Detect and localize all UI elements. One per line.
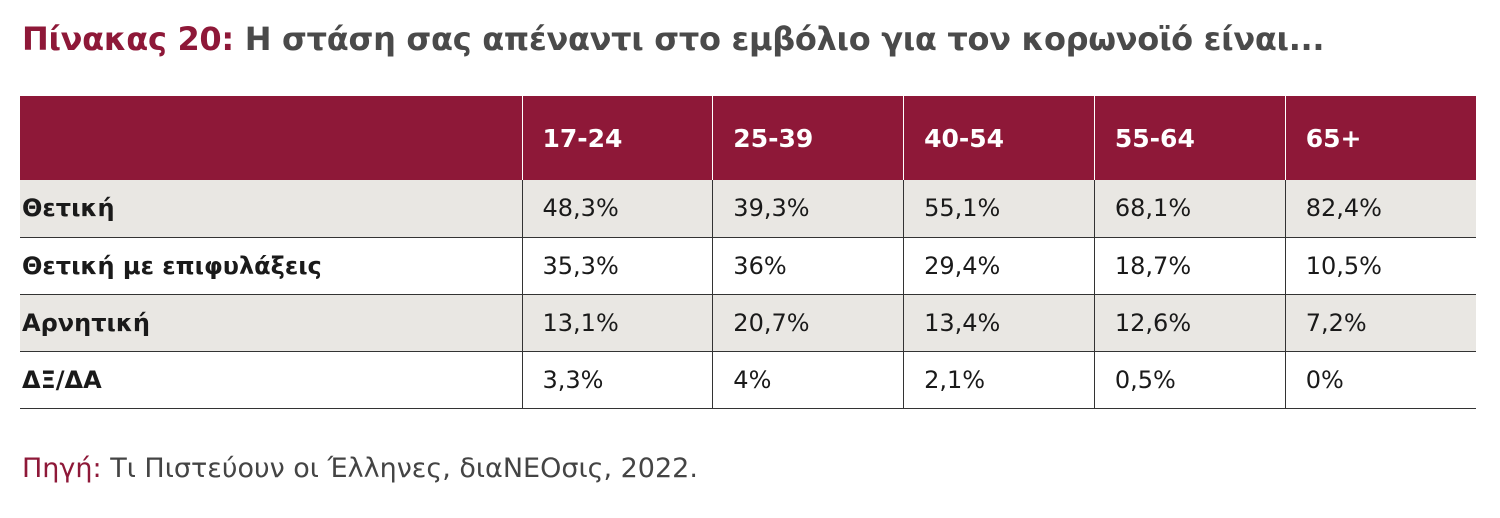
table-row: Θετική με επιφυλάξεις 35,3% 36% 29,4% 18… [20, 237, 1476, 295]
table-cell: 48,3% [521, 180, 713, 238]
header-cell-label [20, 96, 522, 180]
table-cell: 13,1% [521, 294, 713, 352]
table-question: Η στάση σας απέναντι στο εμβόλιο για τον… [244, 20, 1325, 58]
table-number: Πίνακας 20: [22, 20, 234, 58]
table-cell: 36% [712, 237, 904, 295]
table-cell: 35,3% [521, 237, 713, 295]
table-cell: 0% [1284, 351, 1476, 409]
table-cell: 12,6% [1093, 294, 1286, 352]
header-cell-17-24: 17-24 [521, 96, 713, 180]
table-cell: 7,2% [1284, 294, 1476, 352]
header-cell-65-plus: 65+ [1284, 96, 1476, 180]
header-cell-55-64: 55-64 [1093, 96, 1286, 180]
table-cell: 0,5% [1093, 351, 1286, 409]
table-title: Πίνακας 20: Η στάση σας απέναντι στο εμβ… [22, 20, 1325, 58]
table-cell: 2,1% [903, 351, 1095, 409]
table-cell: 4% [712, 351, 904, 409]
row-label: Αρνητική [20, 294, 522, 352]
table-cell: 3,3% [521, 351, 713, 409]
table-cell: 18,7% [1093, 237, 1286, 295]
table-cell: 10,5% [1284, 237, 1476, 295]
header-cell-25-39: 25-39 [712, 96, 904, 180]
table-body: Θετική 48,3% 39,3% 55,1% 68,1% 82,4% Θετ… [20, 180, 1476, 409]
table-row: Αρνητική 13,1% 20,7% 13,4% 12,6% 7,2% [20, 294, 1476, 352]
source-text: Τι Πιστεύουν οι Έλληνες, διαΝΕΟσις, 2022… [110, 453, 698, 484]
row-label: Θετική [20, 180, 522, 238]
table-header: 17-24 25-39 40-54 55-64 65+ [20, 96, 1476, 180]
results-table: 17-24 25-39 40-54 55-64 65+ Θετική 48,3%… [20, 96, 1476, 409]
table-row: Θετική 48,3% 39,3% 55,1% 68,1% 82,4% [20, 180, 1476, 238]
source-label: Πηγή: [22, 453, 102, 484]
table-cell: 55,1% [903, 180, 1095, 238]
table-cell: 20,7% [712, 294, 904, 352]
row-label: Θετική με επιφυλάξεις [20, 237, 522, 295]
table-cell: 82,4% [1284, 180, 1476, 238]
table-row: ΔΞ/ΔΑ 3,3% 4% 2,1% 0,5% 0% [20, 351, 1476, 409]
source-note: Πηγή: Τι Πιστεύουν οι Έλληνες, διαΝΕΟσις… [22, 453, 698, 484]
table-cell: 68,1% [1093, 180, 1286, 238]
table-cell: 39,3% [712, 180, 904, 238]
table-cell: 13,4% [903, 294, 1095, 352]
table-cell: 29,4% [903, 237, 1095, 295]
header-row: 17-24 25-39 40-54 55-64 65+ [20, 96, 1476, 180]
row-label: ΔΞ/ΔΑ [20, 351, 522, 409]
header-cell-40-54: 40-54 [903, 96, 1095, 180]
